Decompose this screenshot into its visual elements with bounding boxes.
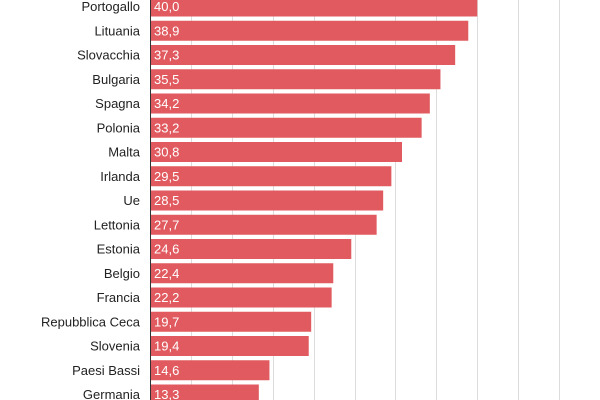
- category-label: Francia: [97, 290, 141, 305]
- category-label: Malta: [108, 145, 141, 160]
- value-label: 22,2: [154, 290, 179, 305]
- category-label: Repubblica Ceca: [41, 314, 141, 329]
- bar: [150, 20, 469, 41]
- value-label: 30,8: [154, 145, 179, 160]
- value-label: 19,7: [154, 314, 179, 329]
- bar: [150, 384, 259, 400]
- category-labels: Portogallo Lituania Slovacchia Bulgaria Spag…: [41, 0, 141, 400]
- value-label: 29,5: [154, 169, 179, 184]
- category-label: Slovacchia: [77, 48, 141, 63]
- value-label: 14,6: [154, 363, 179, 378]
- bar: [150, 263, 334, 284]
- category-label: Irlanda: [100, 169, 141, 184]
- category-label: Slovenia: [90, 339, 141, 354]
- bar: [150, 45, 456, 65]
- bar: [150, 214, 377, 235]
- value-label: 40,0: [154, 0, 179, 14]
- value-labels: 40,0 38,9 37,3 35,5 34,2 33,2 30,8 29,5 28,5 27,7…: [154, 0, 179, 400]
- bar: [150, 336, 309, 356]
- category-label: Germania: [83, 387, 141, 400]
- bar: [150, 69, 441, 90]
- value-label: 22,4: [154, 266, 179, 281]
- bar: [150, 311, 312, 332]
- bar: [150, 0, 478, 17]
- category-label: Portogallo: [81, 0, 140, 14]
- bar: [150, 117, 422, 138]
- category-label: Belgio: [104, 266, 140, 281]
- category-label: Lituania: [94, 23, 140, 38]
- bar: [150, 287, 332, 308]
- category-label: Spagna: [95, 96, 141, 111]
- value-label: 13,3: [154, 387, 179, 400]
- category-label: Bulgaria: [92, 72, 140, 87]
- value-label: 33,2: [154, 120, 179, 135]
- bars: [150, 0, 478, 400]
- bar: [150, 360, 270, 381]
- category-label: Ue: [123, 193, 140, 208]
- value-label: 37,3: [154, 48, 179, 63]
- value-label: 24,6: [154, 242, 179, 257]
- category-label: Polonia: [97, 120, 141, 135]
- category-label: Estonia: [97, 242, 141, 257]
- value-label: 35,5: [154, 72, 179, 87]
- category-label: Paesi Bassi: [72, 363, 140, 378]
- category-label: Lettonia: [94, 217, 141, 232]
- bar: [150, 93, 430, 114]
- value-label: 27,7: [154, 217, 179, 232]
- value-label: 34,2: [154, 96, 179, 111]
- bar: [150, 190, 384, 211]
- value-label: 19,4: [154, 339, 179, 354]
- bar: [150, 166, 392, 187]
- bar: [150, 239, 352, 259]
- bar: [150, 142, 402, 162]
- value-label: 38,9: [154, 23, 179, 38]
- value-label: 28,5: [154, 193, 179, 208]
